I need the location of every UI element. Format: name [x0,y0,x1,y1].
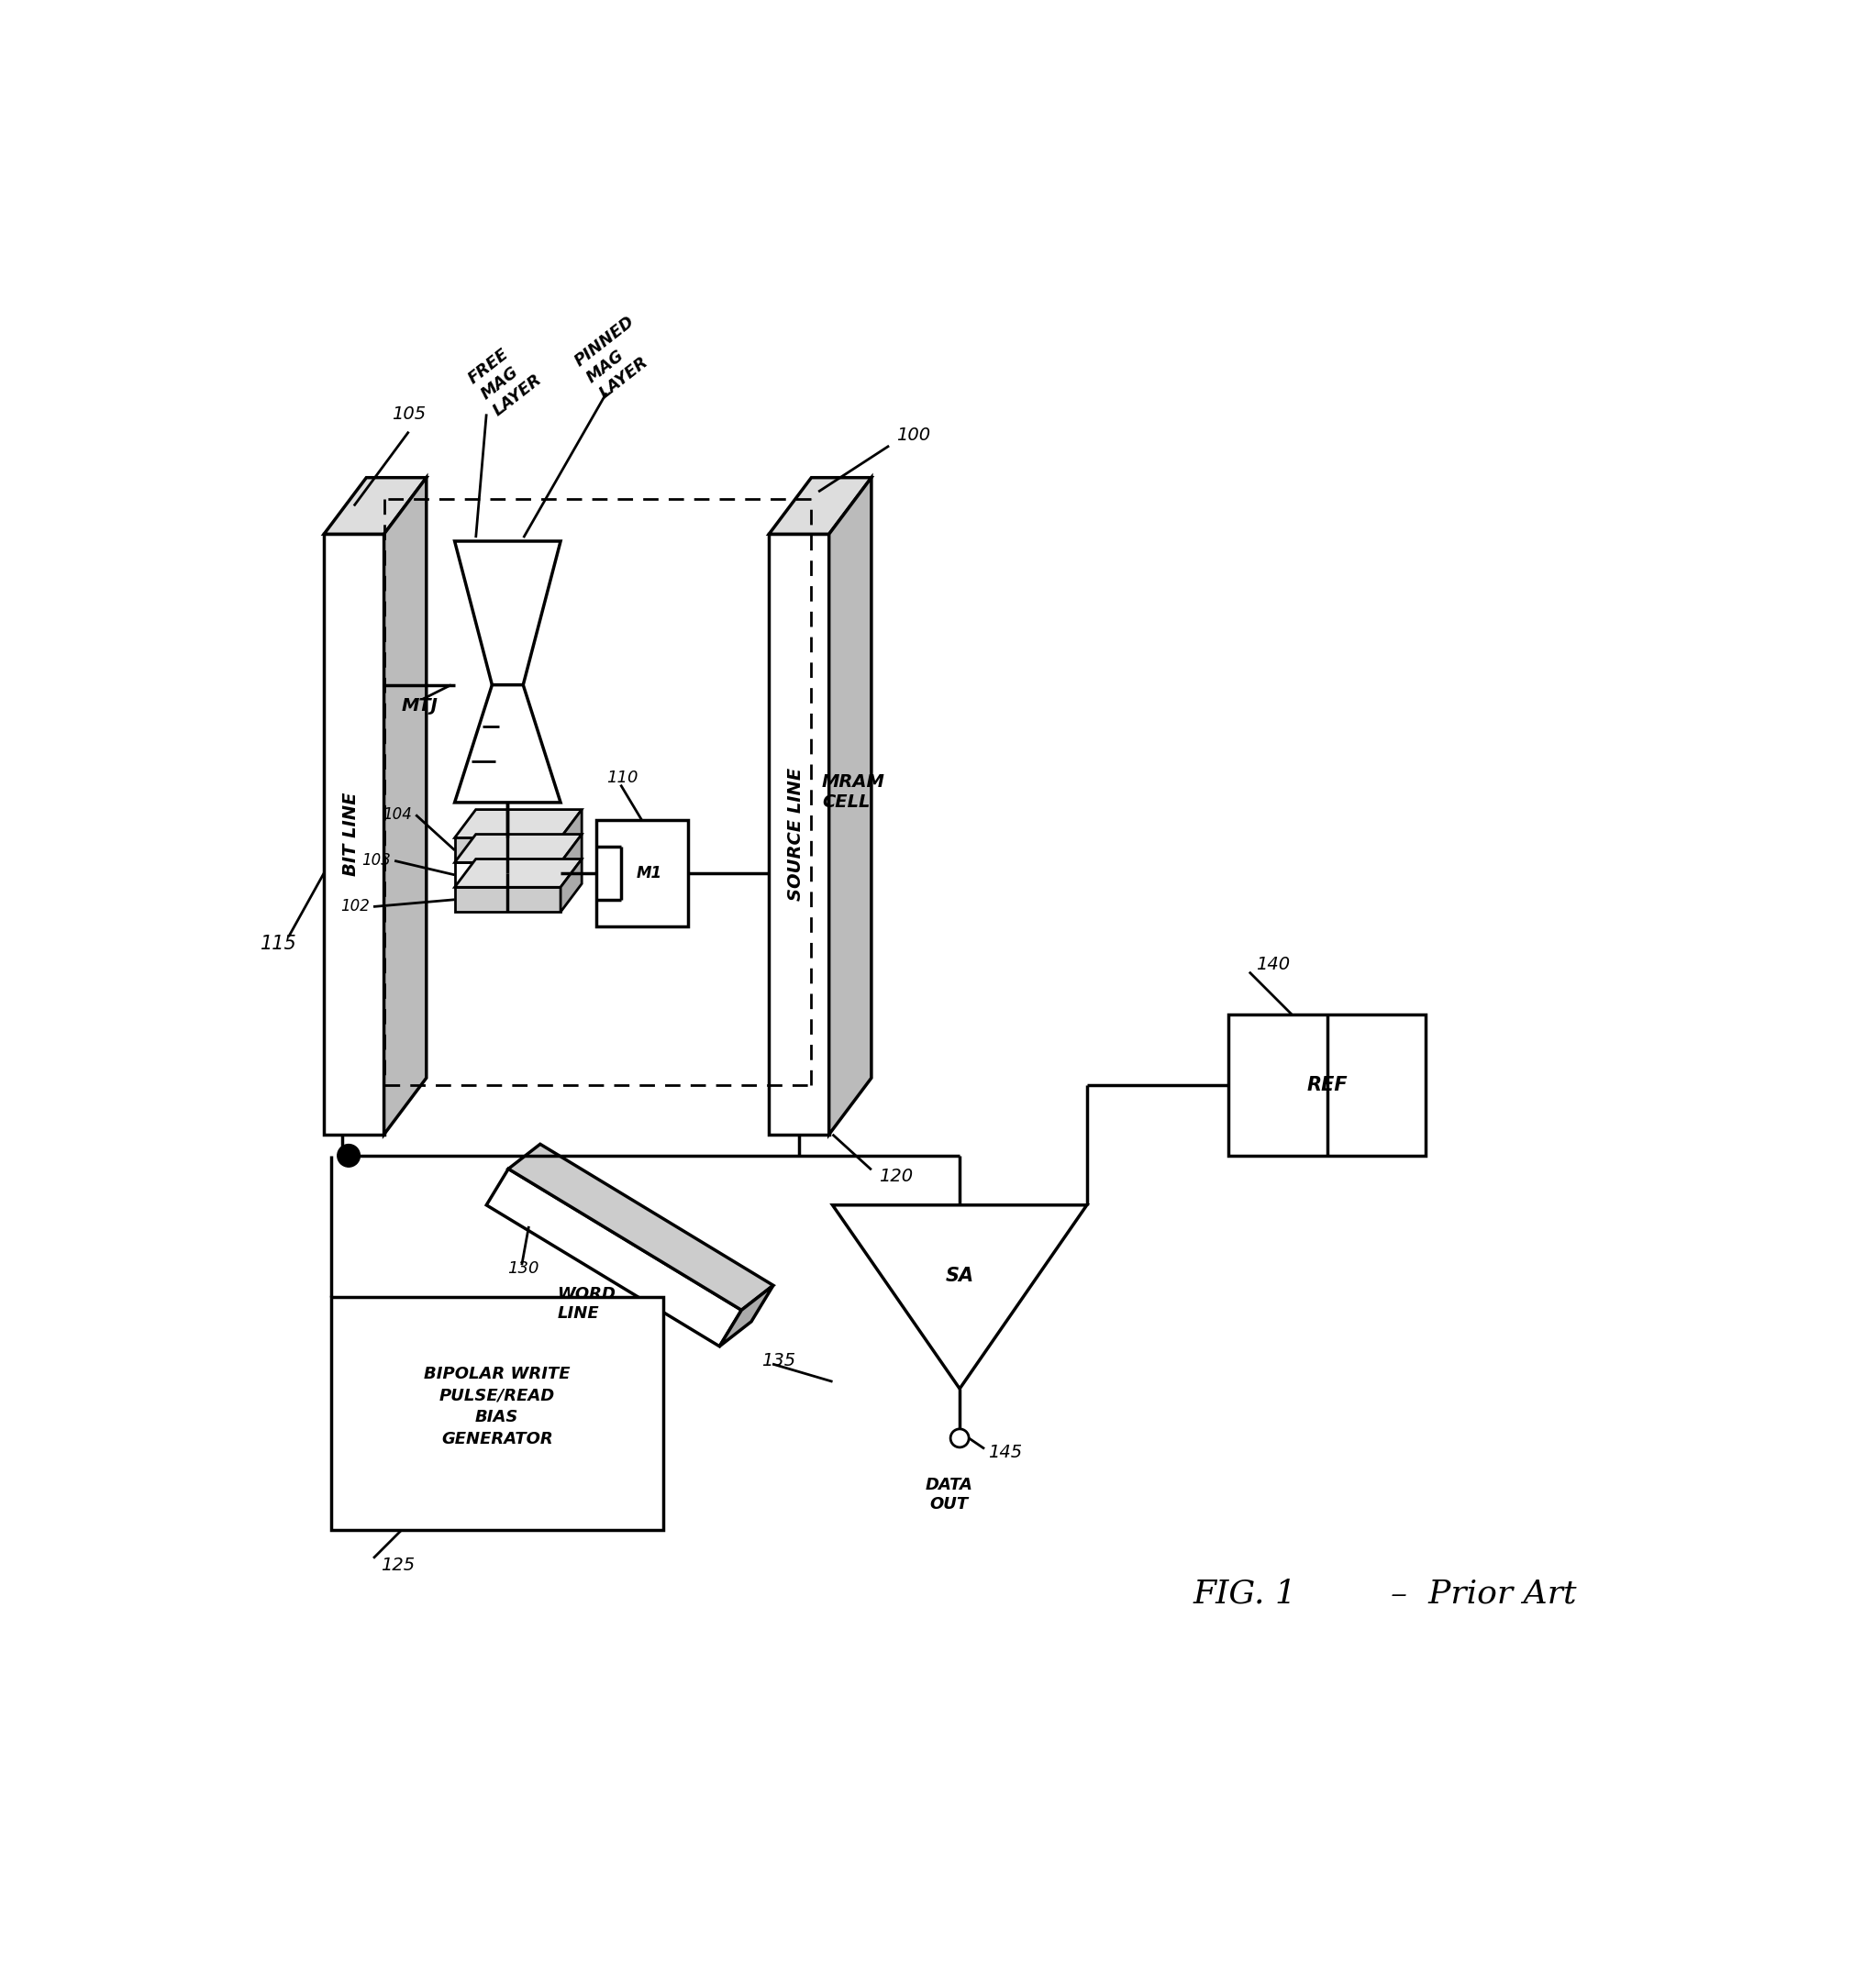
Polygon shape [561,835,582,888]
Polygon shape [486,1168,741,1346]
Polygon shape [454,835,582,862]
Text: MTJ: MTJ [401,696,439,714]
Text: 135: 135 [762,1352,795,1369]
Polygon shape [508,1144,773,1310]
Text: REF: REF [1306,1075,1347,1095]
Text: M1: M1 [636,864,662,882]
Circle shape [338,1144,360,1166]
Text: 102: 102 [341,898,370,915]
Text: 120: 120 [878,1168,912,1186]
Text: 110: 110 [606,769,638,785]
Text: 140: 140 [1257,957,1291,973]
Text: 100: 100 [897,426,930,444]
Polygon shape [454,839,561,862]
Polygon shape [385,477,426,1134]
Polygon shape [325,477,426,535]
Text: BIPOLAR WRITE
PULSE/READ
BIAS
GENERATOR: BIPOLAR WRITE PULSE/READ BIAS GENERATOR [424,1365,570,1446]
Polygon shape [454,862,561,888]
Polygon shape [597,821,688,925]
Polygon shape [829,477,870,1134]
Polygon shape [561,858,582,912]
Text: 105: 105 [392,404,426,422]
Text: MRAM
CELL: MRAM CELL [822,773,885,811]
Text: DATA
OUT: DATA OUT [925,1478,974,1513]
Circle shape [951,1428,968,1448]
Polygon shape [769,477,870,535]
Text: 115: 115 [261,935,296,953]
Text: 103: 103 [362,852,390,868]
Text: FREE
MAG
LAYER: FREE MAG LAYER [465,339,546,418]
Polygon shape [561,809,582,862]
Text: PINNED
MAG
LAYER: PINNED MAG LAYER [570,314,662,402]
Text: 125: 125 [381,1557,415,1574]
Text: 130: 130 [508,1261,538,1277]
Polygon shape [454,541,561,685]
Text: 104: 104 [383,807,413,823]
Bar [330,1296,662,1529]
Text: WORD
LINE: WORD LINE [557,1286,615,1322]
Polygon shape [454,809,582,839]
Polygon shape [769,535,829,1134]
Text: SOURCE LINE: SOURCE LINE [786,767,805,902]
Polygon shape [833,1206,1086,1389]
Polygon shape [454,888,561,912]
Text: FIG. 1: FIG. 1 [1193,1578,1296,1610]
Polygon shape [454,685,561,803]
Polygon shape [720,1284,773,1346]
Text: BIT LINE: BIT LINE [341,793,358,876]
Text: SA: SA [946,1267,974,1284]
Text: –  Prior Art: – Prior Art [1390,1578,1576,1610]
Text: 145: 145 [989,1444,1022,1460]
Bar [1229,1014,1426,1156]
Polygon shape [325,535,385,1134]
Polygon shape [454,858,582,888]
